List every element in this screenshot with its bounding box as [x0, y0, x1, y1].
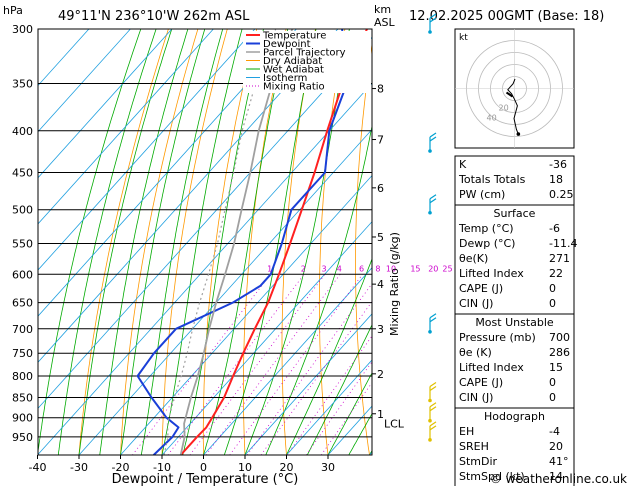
table-row-value: 41°	[549, 455, 569, 468]
mixing-ratio-label: 3	[321, 264, 326, 273]
table-row-label: CAPE (J)	[459, 376, 503, 389]
pressure-tick-label: 750	[12, 347, 33, 360]
pressure-tick-label: 450	[12, 166, 33, 179]
wind-barb-dot	[428, 30, 432, 34]
pressure-tick-label: 950	[12, 431, 33, 444]
mixing-ratio-label: 8	[375, 264, 380, 273]
table-title: Hodograph	[484, 410, 545, 423]
asl-label: ASL	[374, 16, 396, 29]
pressure-tick-label: 850	[12, 391, 33, 404]
pressure-tick-label: 400	[12, 125, 33, 138]
x-tick-label: -40	[29, 461, 47, 474]
wind-barb-dot	[428, 149, 432, 153]
km-label: km	[374, 3, 391, 16]
table-row-value: 22	[549, 267, 563, 280]
table-row-value: -4	[549, 425, 560, 438]
table-row-label: CIN (J)	[459, 297, 493, 310]
table-row-value: 15	[549, 361, 563, 374]
table-row-label: θe(K)	[459, 252, 488, 265]
x-axis-label: Dewpoint / Temperature (°C)	[112, 472, 299, 486]
table-row-label: Lifted Index	[459, 267, 524, 280]
table-row-label: SREH	[459, 440, 489, 453]
pressure-tick-label: 700	[12, 323, 33, 336]
table-row-label: EH	[459, 425, 474, 438]
table-row-value: -11.4	[549, 237, 577, 250]
mixing-ratio-label: 6	[359, 264, 364, 273]
x-tick-label: -30	[70, 461, 88, 474]
table-row-label: Temp (°C)	[458, 222, 514, 235]
pressure-tick-label: 800	[12, 370, 33, 383]
wind-barb-dot	[428, 419, 432, 423]
copyright: © weatheronline.co.uk	[490, 472, 627, 486]
wind-barb-dot	[428, 211, 432, 215]
lcl-label: LCL	[384, 418, 405, 431]
km-tick-label: 2	[377, 368, 384, 381]
table-row-value: 286	[549, 346, 570, 359]
table-row-label: Totals Totals	[458, 173, 526, 186]
pressure-tick-label: 650	[12, 297, 33, 310]
mixing-ratio-label: 1	[267, 264, 272, 273]
mixing-ratio-axis-label: Mixing Ratio (g/kg)	[388, 232, 401, 336]
hodograph-units-label: kt	[459, 33, 468, 43]
table-row-value: 700	[549, 331, 570, 344]
table-row-value: 0.25	[549, 188, 574, 201]
km-tick-label: 3	[377, 323, 384, 336]
table-row-value: 0	[549, 391, 556, 404]
wind-barb-dot	[428, 438, 432, 442]
pressure-tick-label: 550	[12, 237, 33, 250]
table-row-label: PW (cm)	[459, 188, 505, 201]
pressure-tick-label: 500	[12, 204, 33, 217]
mixing-ratio-label: 2	[301, 264, 306, 273]
hodograph-end-point	[517, 132, 521, 136]
table-row-label: CAPE (J)	[459, 282, 503, 295]
table-row-value: -6	[549, 222, 560, 235]
table-row-value: 0	[549, 282, 556, 295]
x-tick-label: 30	[321, 461, 335, 474]
location-title: 49°11'N 236°10'W 262m ASL	[58, 9, 250, 24]
table-row-value: 271	[549, 252, 570, 265]
mixing-ratio-label: 20	[428, 264, 438, 273]
pressure-tick-label: 300	[12, 23, 33, 36]
table-row-value: 18	[549, 173, 563, 186]
hpa-label: hPa	[3, 4, 23, 17]
hodograph-ring-label: 20	[499, 104, 509, 113]
table-title: Surface	[494, 207, 536, 220]
table-row-value: 0	[549, 376, 556, 389]
pressure-tick-label: 600	[12, 268, 33, 281]
table-row-label: Lifted Index	[459, 361, 524, 374]
mixing-ratio-label: 4	[337, 264, 342, 273]
datetime-title: 12.02.2025 00GMT (Base: 18)	[409, 9, 604, 24]
stability-tables: K -36 Totals Totals 18 PW (cm) 0.25 Surface Tem…	[455, 156, 577, 486]
km-tick-label: 4	[377, 278, 384, 291]
table-row-label: K	[459, 158, 467, 171]
table-row-label: CIN (J)	[459, 391, 493, 404]
table-row-value: 20	[549, 440, 563, 453]
hodograph-ring-label: 40	[487, 114, 497, 123]
table-row-label: Dewp (°C)	[459, 237, 515, 250]
pressure-tick-label: 900	[12, 412, 33, 425]
km-tick-label: 8	[377, 83, 384, 96]
pressure-tick-label: 350	[12, 78, 33, 91]
km-tick-label: 1	[377, 408, 384, 421]
km-tick-label: 5	[377, 231, 384, 244]
table-title: Most Unstable	[475, 316, 554, 329]
table-row-label: Pressure (mb)	[459, 331, 536, 344]
km-tick-label: 6	[377, 182, 384, 195]
table-row-label: θe (K)	[459, 346, 492, 359]
km-tick-label: 7	[377, 134, 384, 147]
table-row-label: StmDir	[459, 455, 498, 468]
legend-entry: Mixing Ratio	[263, 82, 325, 93]
wind-barb-dot	[428, 399, 432, 403]
table-row-value: -36	[549, 158, 567, 171]
mixing-ratio-label: 25	[442, 264, 452, 273]
mixing-ratio-label: 15	[410, 264, 420, 273]
wind-barb-dot	[428, 330, 432, 334]
table-row-value: 0	[549, 297, 556, 310]
